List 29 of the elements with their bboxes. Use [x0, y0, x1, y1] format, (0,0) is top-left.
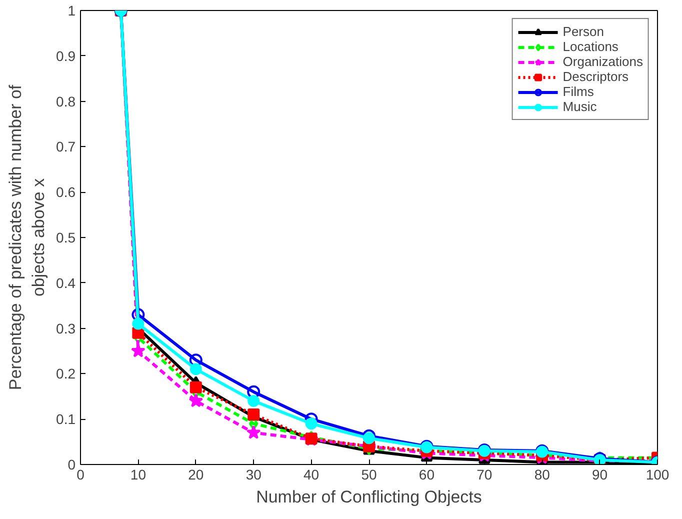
y-tick-label: 0.4 [56, 274, 76, 291]
x-tick-label: 50 [361, 466, 377, 482]
legend-label: Music [562, 99, 597, 114]
y-tick-label: 0.1 [56, 411, 76, 428]
y-tick-label: 0 [68, 456, 76, 472]
y-tick-label: 0.5 [56, 230, 76, 246]
x-tick-label: 10 [130, 466, 146, 482]
legend-label: Films [562, 84, 594, 99]
x-tick-label: 60 [418, 466, 435, 482]
y-tick-label: 0.8 [56, 93, 76, 110]
legend-label: Organizations [562, 54, 643, 69]
y-tick-label: 0.9 [56, 48, 76, 64]
y-tick-label: 0.6 [56, 184, 76, 200]
x-tick-label: 100 [646, 466, 670, 482]
x-tick-label: 80 [534, 466, 550, 482]
legend-label: Descriptors [562, 69, 629, 84]
y-axis-title: Percentage of predicates with number of objects above x [6, 84, 48, 390]
x-axis-title: Number of Conflicting Objects [256, 488, 482, 506]
y-tick-label: 0.3 [56, 320, 76, 336]
x-tick-label: 40 [304, 466, 320, 482]
x-tick-label: 90 [592, 466, 608, 482]
y-tick-label: 0.2 [56, 366, 76, 382]
legend-label: Locations [562, 39, 618, 54]
x-tick-label: 20 [188, 466, 204, 482]
y-tick-label: 1 [68, 2, 76, 18]
x-tick-label: 70 [476, 466, 492, 482]
legend-label: Person [562, 24, 604, 39]
x-tick-label: 30 [246, 466, 262, 482]
y-tick-label: 0.7 [56, 138, 76, 155]
